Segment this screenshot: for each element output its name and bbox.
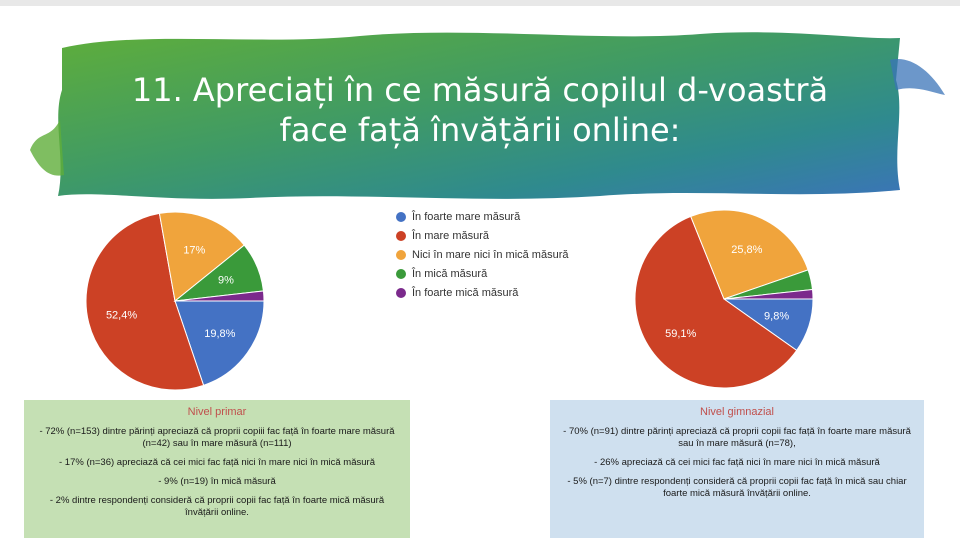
panel-gimnazial: Nivel gimnazial - 70% (n=91) dintre pări… bbox=[550, 400, 924, 538]
pie-slice bbox=[174, 290, 265, 302]
legend-item: Nici în mare nici în mică măsură bbox=[396, 245, 596, 264]
list-item: - 5% (n=7) dintre respondenți consideră … bbox=[567, 476, 907, 499]
pie-chart-gimnazial: 9,8% 59,1% 25,8% bbox=[633, 208, 815, 390]
pie-chart-primar-svg: 19,8% 52,4% 17% 9% bbox=[85, 211, 265, 391]
list-item: - 2% dintre respondenți consideră că pro… bbox=[49, 495, 385, 518]
panel-heading-primar: Nivel primar bbox=[187, 406, 247, 418]
pie-chart-primar: 19,8% 52,4% 17% 9% bbox=[84, 210, 266, 392]
pie-slice bbox=[723, 288, 814, 300]
legend-item: În mică măsură bbox=[396, 264, 596, 283]
pie-slice bbox=[158, 211, 245, 302]
list-item: - 17% (n=36) apreciază că cei mici fac f… bbox=[58, 457, 375, 468]
pie-slice bbox=[174, 300, 265, 386]
legend-item: În mare măsură bbox=[396, 226, 596, 245]
list-item: - 70% (n=91) dintre părinți apreciază că… bbox=[563, 426, 911, 449]
pie-chart-gimnazial-svg: 9,8% 59,1% 25,8% bbox=[634, 209, 814, 389]
pie-data-label: 59,1% bbox=[665, 328, 696, 340]
pie-slice bbox=[85, 212, 205, 391]
pie-data-label: 17% bbox=[183, 244, 205, 256]
legend-marker bbox=[396, 268, 406, 279]
legend-marker bbox=[396, 230, 406, 241]
panel-list-gimnazial: - 70% (n=91) dintre părinți apreciază că… bbox=[550, 426, 924, 500]
pie-data-label: 9,8% bbox=[764, 311, 789, 323]
list-item: - 9% (n=19) în mică măsură bbox=[158, 476, 276, 487]
title-line-2: face față învățării online: bbox=[279, 111, 681, 149]
legend-label: În foarte mică măsură bbox=[412, 286, 519, 299]
pie-data-label: 52,4% bbox=[106, 310, 137, 322]
title-banner bbox=[0, 0, 960, 210]
pie-data-label: 19,8% bbox=[204, 328, 235, 340]
banner-background bbox=[0, 0, 960, 199]
legend-item: În foarte mare măsură bbox=[396, 207, 596, 226]
pie-data-label: 9% bbox=[218, 275, 234, 287]
chart-legend: În foarte mare măsură În mare măsură Nic… bbox=[396, 207, 596, 302]
pie-slice bbox=[634, 215, 798, 389]
legend-marker bbox=[396, 211, 406, 222]
list-item: - 72% (n=153) dintre părinți apreciază c… bbox=[39, 426, 395, 449]
panel-list-primar: - 72% (n=153) dintre părinți apreciază c… bbox=[24, 426, 410, 519]
legend-label: În mică măsură bbox=[412, 267, 488, 280]
page-title: 11. Apreciați în ce măsură copilul d-voa… bbox=[80, 70, 880, 150]
legend-label: Nici în mare nici în mică măsură bbox=[412, 248, 569, 261]
panel-heading-gimnazial: Nivel gimnazial bbox=[700, 406, 774, 418]
legend-item: În foarte mică măsură bbox=[396, 283, 596, 302]
legend-label: În mare măsură bbox=[412, 229, 490, 242]
legend-label: În foarte mare măsură bbox=[412, 210, 521, 223]
legend-marker bbox=[396, 287, 406, 298]
list-item: - 26% apreciază că cei mici fac față nic… bbox=[594, 457, 880, 468]
pie-data-label: 25,8% bbox=[731, 244, 762, 256]
pie-slice bbox=[690, 209, 809, 300]
legend-marker bbox=[396, 249, 406, 260]
title-line-1: 11. Apreciați în ce măsură copilul d-voa… bbox=[131, 71, 829, 109]
panel-primar: Nivel primar - 72% (n=153) dintre părinț… bbox=[24, 400, 410, 538]
